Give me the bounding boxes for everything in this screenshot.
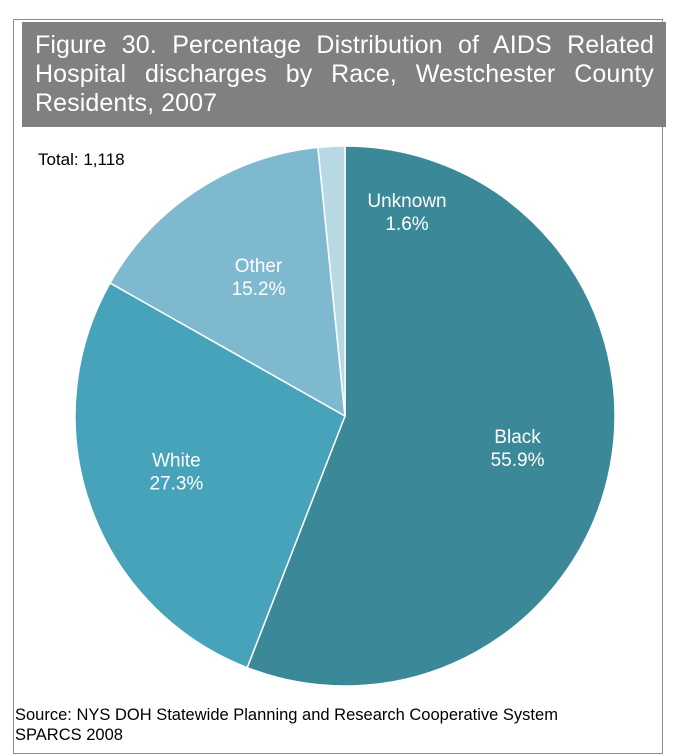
slice-name-white: White [152, 450, 201, 471]
slice-name-black: Black [494, 427, 541, 448]
pie-slice-unknown [317, 145, 346, 417]
slice-value-other: 15.2% [232, 279, 286, 300]
slice-name-unknown: Unknown [367, 191, 446, 212]
slice-value-unknown: 1.6% [385, 214, 428, 235]
pie-slice-white [74, 281, 346, 669]
chart-title-box: Figure 30. Percentage Distribution of AI… [22, 22, 666, 127]
slice-name-other: Other [235, 256, 283, 277]
source-line-2: SPARCS 2008 [15, 726, 123, 744]
slice-value-white: 27.3% [149, 473, 203, 494]
source-line-1: Source: NYS DOH Statewide Planning and R… [15, 706, 558, 724]
pie-slice-other [109, 146, 346, 418]
source-note: Source: NYS DOH Statewide Planning and R… [15, 705, 665, 745]
slice-value-black: 55.9% [491, 450, 545, 471]
chart-title: Figure 30. Percentage Distribution of AI… [35, 31, 654, 117]
total-label: Total: 1,118 [38, 150, 125, 169]
pie-slice-black [246, 145, 616, 687]
